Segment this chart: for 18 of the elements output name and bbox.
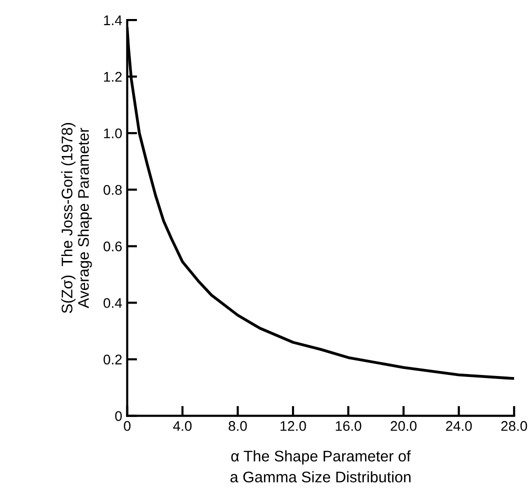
y-tick-label: 1.4: [104, 16, 122, 26]
y-axis-title: S(Zσ) The Joss-Gori (1978) Average Shape Parameter: [61, 123, 92, 314]
x-tick-label: 0: [124, 421, 131, 431]
x-tick-label: 4.0: [173, 421, 192, 431]
y-tick-label: 0.2: [104, 354, 122, 364]
y-tick-label: 1.0: [104, 128, 122, 138]
x-tick-label: 16.0: [336, 421, 362, 431]
x-tick-label: 28.0: [501, 421, 528, 431]
y-tick-label: 0: [115, 411, 122, 421]
x-tick-label: 24.0: [446, 421, 472, 431]
x-tick-label: 20.0: [390, 421, 417, 431]
y-tick-label: 0.8: [104, 185, 122, 195]
x-tick-label: 12.0: [280, 421, 306, 431]
y-tick-label: 0.4: [104, 298, 122, 308]
y-tick-label: 1.2: [104, 72, 122, 82]
y-tick-label: 0.6: [104, 242, 122, 252]
x-axis-title: α The Shape Parameter of a Gamma Size Distribution: [230, 450, 411, 482]
x-tick-label: 8.0: [228, 421, 247, 431]
